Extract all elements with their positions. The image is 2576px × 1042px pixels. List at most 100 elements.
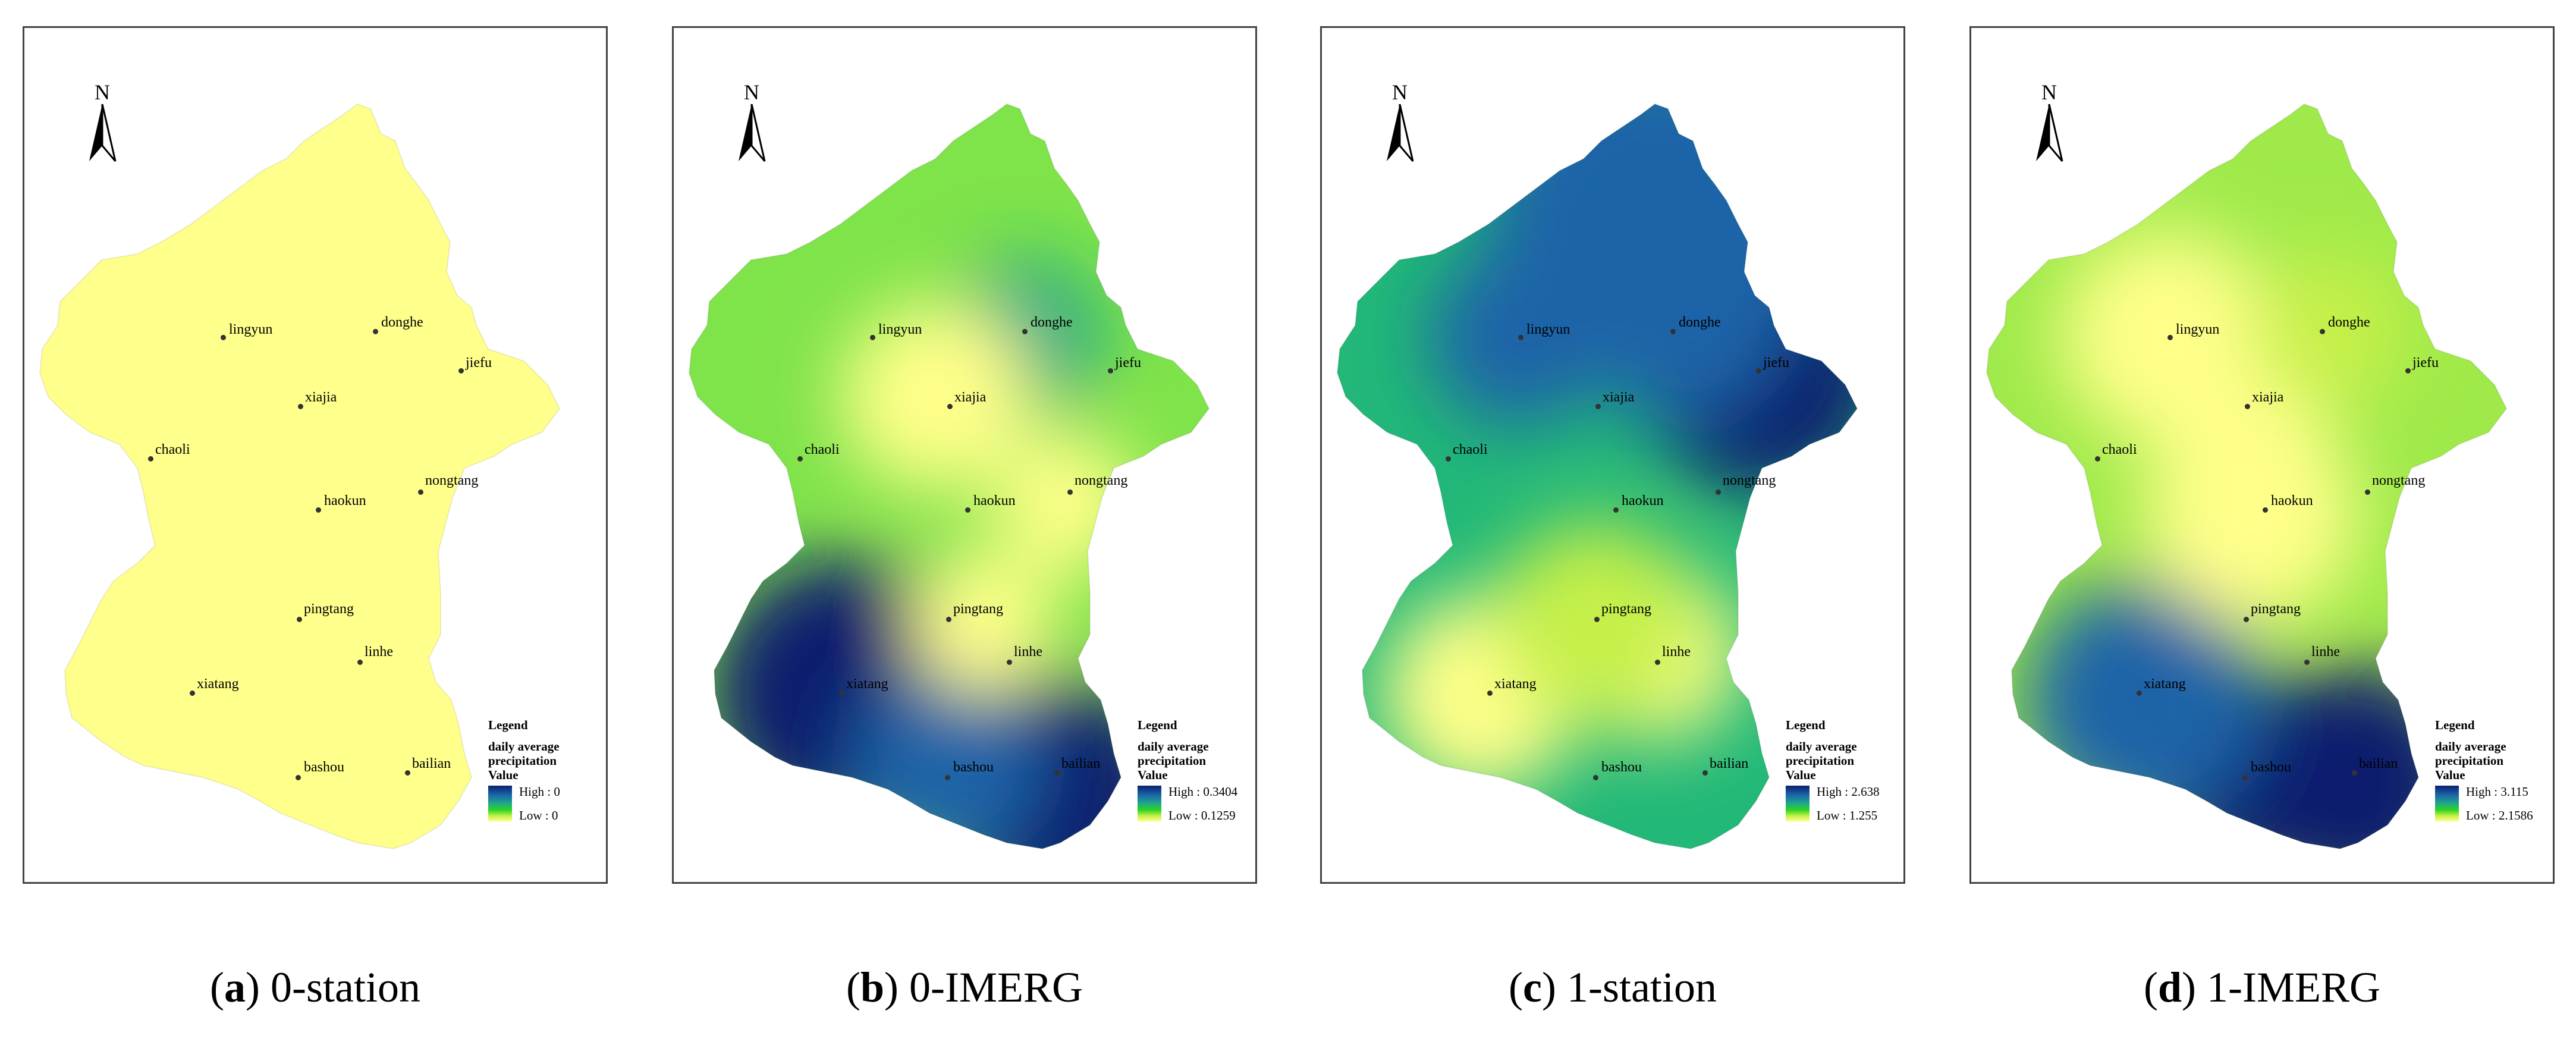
station-marker-lingyun	[1518, 335, 1523, 340]
station-label-bailian: bailian	[1710, 756, 1749, 771]
north-label: N	[95, 80, 110, 104]
legend-subtitle-line1: daily average	[488, 739, 560, 754]
station-marker-pingtang	[2244, 617, 2249, 622]
legend: Legend daily average precipitation Value Hig…	[1786, 718, 1903, 823]
legend-title: Legend	[1786, 718, 1826, 732]
legend-high-label: High : 2.638	[1817, 784, 1880, 799]
station-label-bashou: bashou	[2251, 759, 2291, 775]
legend-title: Legend	[2435, 718, 2475, 732]
basin-outline	[688, 103, 1210, 850]
station-marker-xiatang	[1487, 691, 1493, 696]
station-marker-bailian	[1054, 770, 1060, 776]
station-marker-donghe	[1022, 329, 1028, 334]
station-marker-donghe	[373, 329, 378, 334]
station-label-lingyun: lingyun	[229, 322, 273, 337]
north-arrow: N	[1379, 80, 1421, 167]
station-label-linhe: linhe	[365, 644, 393, 660]
station-label-bailian: bailian	[412, 756, 451, 771]
station-marker-haokun	[1613, 507, 1619, 513]
station-label-linhe: linhe	[1014, 644, 1042, 660]
station-label-xiatang: xiatang	[846, 676, 888, 692]
station-label-nongtang: nongtang	[2372, 473, 2426, 488]
legend-ramp-row: High : 0.3404 Low : 0.1259	[1138, 784, 1255, 823]
station-marker-donghe	[1670, 329, 1676, 334]
station-label-haokun: haokun	[973, 493, 1016, 509]
station-marker-xiatang	[2137, 691, 2142, 696]
station-label-lingyun: lingyun	[878, 322, 922, 337]
station-label-chaoli: chaoli	[805, 442, 840, 457]
caption-c: (c) 1-station	[1509, 963, 1717, 1011]
legend-subtitle-line2: precipitation	[2435, 754, 2504, 768]
station-label-nongtang: nongtang	[1075, 473, 1128, 488]
station-label-chaoli: chaoli	[2102, 442, 2137, 457]
basin-outline	[1336, 103, 1858, 850]
legend-color-ramp	[2435, 786, 2459, 821]
station-marker-xiajia	[1595, 404, 1601, 409]
precip-blob-6	[2251, 254, 2405, 409]
legend-subtitle-line1: daily average	[1138, 739, 1209, 754]
station-marker-lingyun	[2167, 335, 2173, 340]
station-marker-xiajia	[947, 404, 953, 409]
legend-title: Legend	[488, 718, 528, 732]
station-marker-bailian	[1702, 770, 1708, 776]
legend-subtitle-line1: daily average	[2435, 739, 2506, 754]
station-label-haokun: haokun	[1622, 493, 1664, 509]
station-marker-jiefu	[1756, 368, 1761, 374]
station-label-linhe: linhe	[1662, 644, 1691, 660]
station-label-pingtang: pingtang	[2251, 601, 2301, 617]
legend-high-label: High : 3.115	[2466, 784, 2528, 799]
station-marker-bailian	[2352, 770, 2357, 776]
station-label-xiatang: xiatang	[2144, 676, 2186, 692]
legend-subtitle-line3: Value	[488, 768, 519, 782]
station-marker-bashou	[296, 775, 301, 780]
precip-blob-6	[912, 551, 1054, 694]
station-label-bailian: bailian	[1061, 756, 1101, 771]
precipitation-map-b	[688, 103, 1210, 850]
station-label-jiefu: jiefu	[2412, 355, 2439, 371]
station-label-bashou: bashou	[1601, 759, 1642, 775]
basin-outline	[1986, 103, 2508, 850]
north-arrow-icon	[2036, 103, 2063, 162]
station-marker-bashou	[945, 775, 950, 780]
station-label-pingtang: pingtang	[304, 601, 354, 617]
north-arrow: N	[81, 80, 123, 167]
legend-low-label: Low : 2.1586	[2466, 808, 2533, 823]
station-marker-nongtang	[418, 489, 423, 495]
station-marker-xiatang	[190, 691, 195, 696]
station-marker-jiefu	[2405, 368, 2411, 374]
precip-blob-3	[1572, 206, 1786, 420]
station-label-donghe: donghe	[1031, 315, 1073, 330]
north-label: N	[2041, 80, 2057, 104]
station-marker-nongtang	[2365, 489, 2370, 495]
station-label-xiajia: xiajia	[1603, 390, 1635, 405]
legend-high-label: High : 0.3404	[1168, 784, 1238, 799]
station-label-chaoli: chaoli	[155, 442, 190, 457]
station-marker-jiefu	[458, 368, 464, 374]
station-marker-lingyun	[221, 335, 226, 340]
station-marker-linhe	[2304, 660, 2310, 665]
legend-ramp-row: High : 2.638 Low : 1.255	[1786, 784, 1903, 823]
station-marker-haokun	[316, 507, 321, 513]
station-marker-donghe	[2320, 329, 2325, 334]
station-marker-xiajia	[2245, 404, 2250, 409]
station-marker-xiatang	[839, 691, 844, 696]
legend-subtitle-line1: daily average	[1786, 739, 1857, 754]
station-label-linhe: linhe	[2311, 644, 2340, 660]
legend-title: Legend	[1138, 718, 1177, 732]
precip-blob-6	[1494, 522, 1697, 724]
station-label-bailian: bailian	[2359, 756, 2398, 771]
station-label-xiatang: xiatang	[197, 676, 239, 692]
station-marker-pingtang	[946, 617, 951, 622]
station-label-xiatang: xiatang	[1494, 676, 1537, 692]
legend-subtitle-line3: Value	[2435, 768, 2465, 782]
station-marker-nongtang	[1067, 489, 1073, 495]
legend-color-ramp	[1786, 786, 1810, 821]
north-arrow-icon	[89, 103, 117, 162]
station-marker-linhe	[1007, 660, 1012, 665]
station-label-lingyun: lingyun	[2176, 322, 2220, 337]
north-label: N	[1392, 80, 1408, 104]
station-label-nongtang: nongtang	[1723, 473, 1776, 488]
station-marker-chaoli	[1446, 456, 1451, 462]
